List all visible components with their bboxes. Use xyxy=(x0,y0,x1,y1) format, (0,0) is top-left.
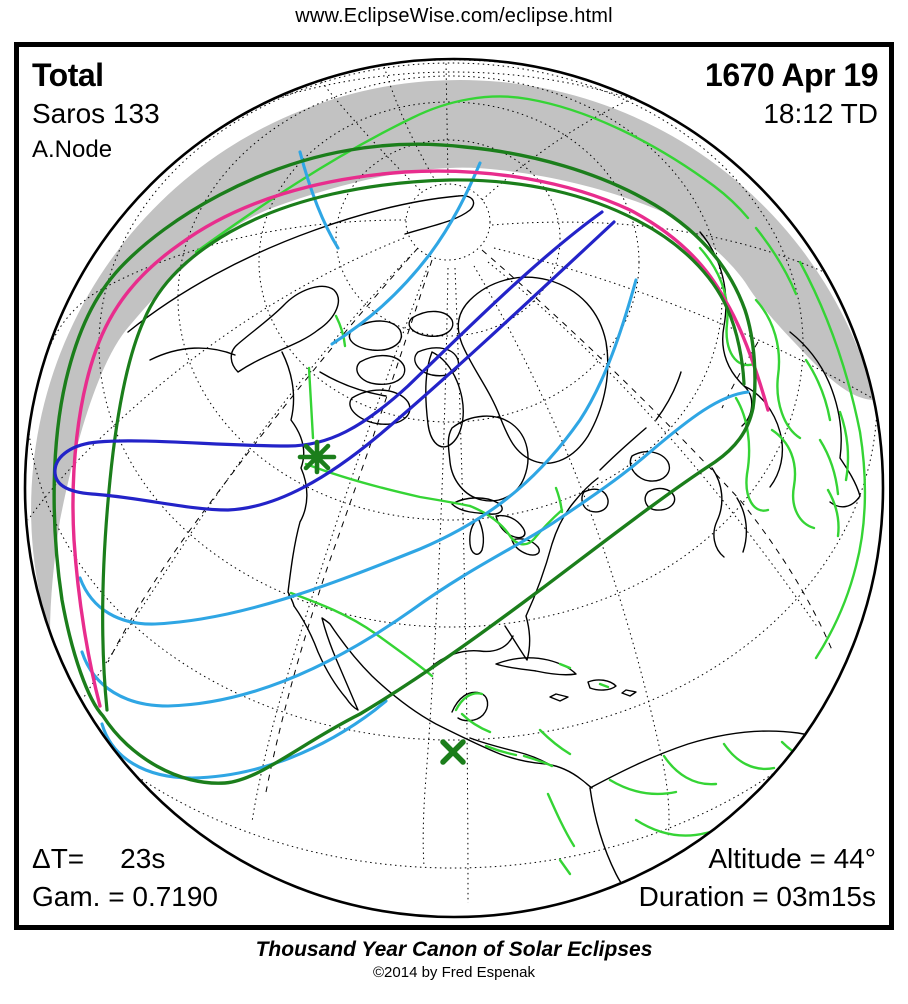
duration-value: Duration = 03m15s xyxy=(638,881,876,912)
penumbra-limit-loop xyxy=(52,142,757,785)
eclipse-date-block: 1670 Apr 19 18:12 TD xyxy=(705,59,878,128)
site-url: www.EclipseWise.com/eclipse.html xyxy=(295,5,613,27)
delta-t-value: 23s xyxy=(120,843,166,874)
coastlines xyxy=(127,195,861,911)
copyright-line: ©2014 by Fred Espenak xyxy=(373,964,535,981)
eclipse-time: 18:12 TD xyxy=(763,98,878,129)
eclipse-params-right: Altitude = 44° Duration = 03m15s xyxy=(639,835,876,911)
delta-t-line: ΔT= 23s xyxy=(32,845,218,873)
eclipse-date: 1670 Apr 19 xyxy=(705,57,878,93)
political-borders xyxy=(194,95,867,881)
globe-limb xyxy=(23,57,885,919)
graticule-meridians-dashed xyxy=(107,247,833,793)
eclipse-type: Total xyxy=(32,57,104,93)
node-label: A.Node xyxy=(32,136,113,163)
penumbra-inner-curve xyxy=(101,178,746,712)
eclipse-globe-map xyxy=(23,57,885,919)
umbral-path-limits xyxy=(53,210,616,512)
altitude-value: Altitude = 44° xyxy=(708,843,876,874)
delta-t-label: ΔT= xyxy=(32,843,85,874)
graticule-meridians xyxy=(27,61,873,904)
greatest-eclipse-marker xyxy=(297,439,337,475)
eclipse-map-frame: Total Saros 133 A.Node 1670 Apr 19 18:12… xyxy=(14,42,894,930)
riseset-curve-magenta xyxy=(71,169,770,708)
subsolar-point-marker xyxy=(440,739,466,765)
saros-number: Saros 133 xyxy=(32,98,160,129)
eclipse-type-block: Total Saros 133 A.Node xyxy=(32,59,160,162)
eclipse-params-left: ΔT= 23s Gam. = 0.7190 xyxy=(32,835,218,911)
globe-disc xyxy=(25,59,883,917)
cyan-contour-curves xyxy=(78,150,750,780)
gamma-value: Gam. = 0.7190 xyxy=(32,881,219,912)
canon-title: Thousand Year Canon of Solar Eclipses xyxy=(255,938,653,961)
